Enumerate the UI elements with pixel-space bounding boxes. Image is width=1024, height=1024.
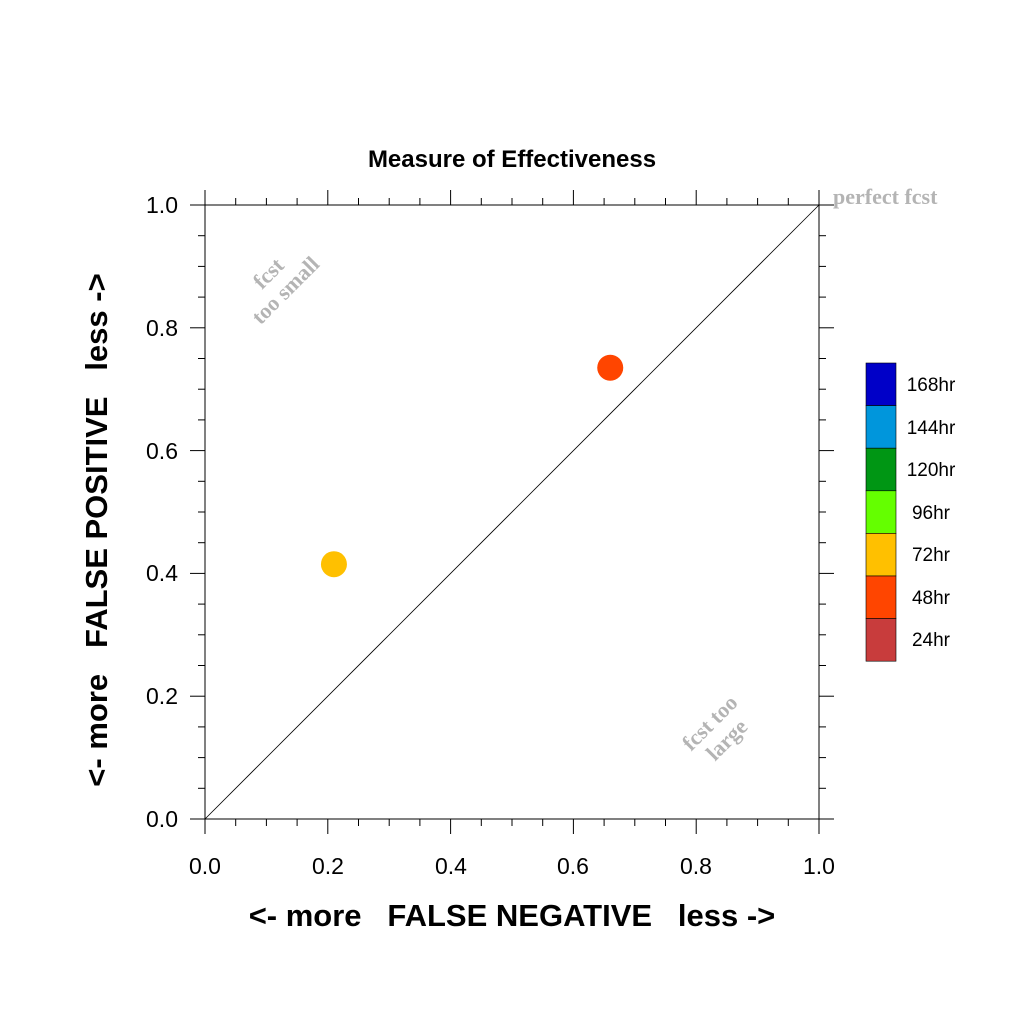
y-tick-labels: 0.0 0.2 0.4 0.6 0.8 1.0 [146, 192, 178, 832]
y-axis-label: <- more FALSE POSITIVE less -> [79, 273, 114, 786]
tick-marks [190, 190, 834, 834]
legend-swatch-96hr [865, 490, 897, 534]
x-tick-label: 1.0 [803, 853, 835, 879]
x-tick-labels: 0.0 0.2 0.4 0.6 0.8 1.0 [189, 853, 835, 879]
data-point-72hr [320, 551, 347, 578]
legend-label-144hr: 144hr [907, 418, 956, 439]
legend-label-120hr: 120hr [907, 460, 956, 481]
data-point-48hr [597, 354, 624, 381]
x-axis-label: <- more FALSE NEGATIVE less -> [249, 898, 776, 933]
y-tick-label: 0.2 [146, 683, 178, 709]
legend-swatch-168hr [865, 362, 897, 406]
y-tick-label: 0.8 [146, 315, 178, 341]
data-points [320, 354, 624, 578]
annotation-fcst-too-small: fcst too small [246, 251, 324, 329]
y-tick-label: 0.4 [146, 560, 178, 586]
legend-swatch-72hr [865, 533, 897, 577]
legend-label-168hr: 168hr [907, 375, 956, 396]
legend-label-48hr: 48hr [912, 588, 951, 609]
annotation-fcst-too-large: fcst too large [677, 690, 753, 765]
legend-swatch-48hr [865, 575, 897, 619]
y-tick-label: 0.6 [146, 438, 178, 464]
legend-label-72hr: 72hr [912, 545, 951, 566]
chart-title: Measure of Effectiveness [368, 146, 656, 173]
x-tick-label: 0.2 [312, 853, 344, 879]
annotation-perfect-fcst: perfect fcst [833, 184, 938, 209]
y-tick-label: 0.0 [146, 806, 178, 832]
x-tick-label: 0.8 [680, 853, 712, 879]
x-tick-label: 0.0 [189, 853, 221, 879]
diagonal-line [204, 204, 820, 820]
x-tick-label: 0.6 [557, 853, 589, 879]
legend-swatch-144hr [865, 405, 897, 449]
legend: 168hr 144hr 120hr 96hr 72hr 48hr 24hr [865, 362, 956, 662]
legend-swatch-120hr [865, 447, 897, 492]
legend-label-96hr: 96hr [912, 503, 951, 524]
x-tick-label: 0.4 [435, 853, 467, 879]
legend-label-24hr: 24hr [912, 630, 951, 651]
annotation-fcst-too-small-line2: too small [246, 251, 324, 329]
y-tick-label: 1.0 [146, 192, 178, 218]
legend-swatch-24hr [865, 618, 897, 662]
